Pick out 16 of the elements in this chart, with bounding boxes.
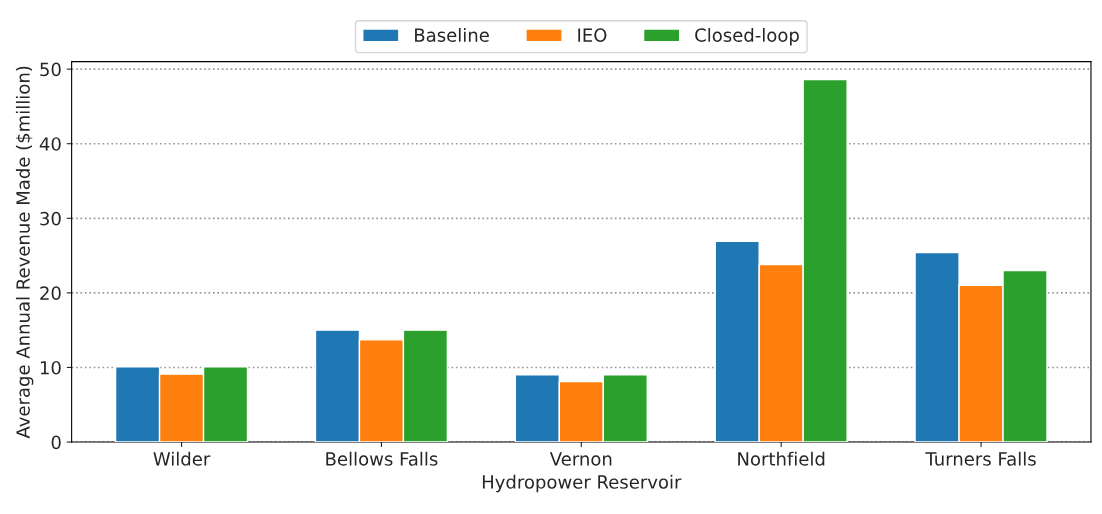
x-tick-label: Bellows Falls: [326, 451, 438, 466]
y-tick-label: 30: [40, 211, 61, 226]
y-tick-label: 40: [39, 137, 61, 151]
y-tick-label: 0: [51, 435, 61, 450]
x-tick-label: Wilder: [153, 451, 211, 466]
x-axis-title: Hydropower Reservoir: [482, 474, 682, 493]
legend-label: Baseline: [415, 27, 489, 42]
y-axis-title: Average Annual Revenue Made ($million): [15, 66, 34, 439]
legend-label: Closed-loop: [695, 27, 799, 46]
x-tick-label: Vernon: [549, 452, 612, 466]
x-tick-label: Northfield: [738, 451, 825, 466]
y-tick-label: 50: [40, 62, 61, 77]
y-tick-label: 20: [40, 286, 61, 300]
y-tick-label: 10: [40, 360, 61, 375]
legend-label: IEO: [578, 28, 607, 42]
x-tick-label: Turners Falls: [925, 451, 1036, 466]
